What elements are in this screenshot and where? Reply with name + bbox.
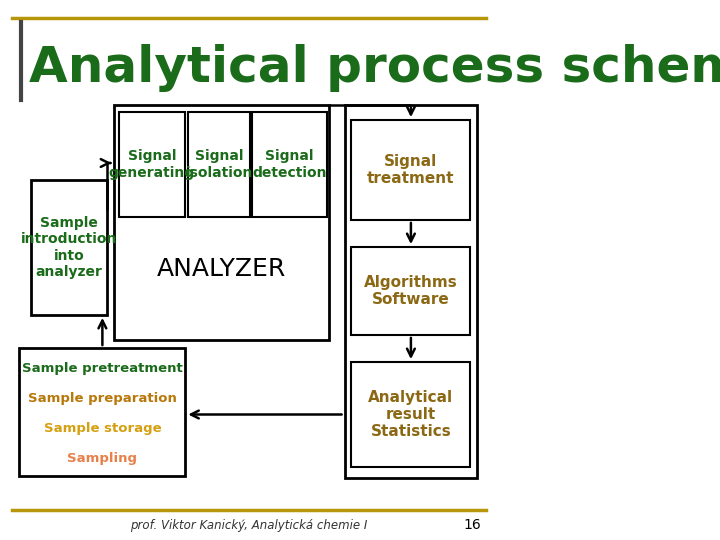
Text: Sample storage: Sample storage xyxy=(44,422,161,435)
Text: prof. Viktor Kanický, Analytická chemie I: prof. Viktor Kanický, Analytická chemie … xyxy=(130,518,368,531)
Text: Sample pretreatment: Sample pretreatment xyxy=(22,362,183,375)
Bar xyxy=(19,348,185,476)
Text: Analytical process scheme: Analytical process scheme xyxy=(29,44,720,92)
Bar xyxy=(114,105,328,340)
Bar xyxy=(31,180,107,315)
Text: Analytical
result
Statistics: Analytical result Statistics xyxy=(369,389,454,440)
Text: ANALYZER: ANALYZER xyxy=(157,258,286,281)
Bar xyxy=(351,362,470,467)
Text: Signal
generating: Signal generating xyxy=(109,150,195,180)
Text: Sampling: Sampling xyxy=(68,451,138,464)
Text: Sample preparation: Sample preparation xyxy=(28,392,177,405)
Text: 16: 16 xyxy=(463,518,481,532)
Text: Signal
isolation: Signal isolation xyxy=(186,150,253,180)
Bar xyxy=(253,112,326,217)
Bar xyxy=(188,112,251,217)
Text: Signal
treatment: Signal treatment xyxy=(367,154,454,186)
Bar xyxy=(344,105,477,478)
Bar xyxy=(351,120,470,220)
Bar xyxy=(351,247,470,335)
Bar xyxy=(119,112,185,217)
Text: Sample
introduction
into
analyzer: Sample introduction into analyzer xyxy=(21,216,117,279)
Text: Signal
detection: Signal detection xyxy=(252,150,327,180)
Text: Algorithms
Software: Algorithms Software xyxy=(364,275,458,307)
